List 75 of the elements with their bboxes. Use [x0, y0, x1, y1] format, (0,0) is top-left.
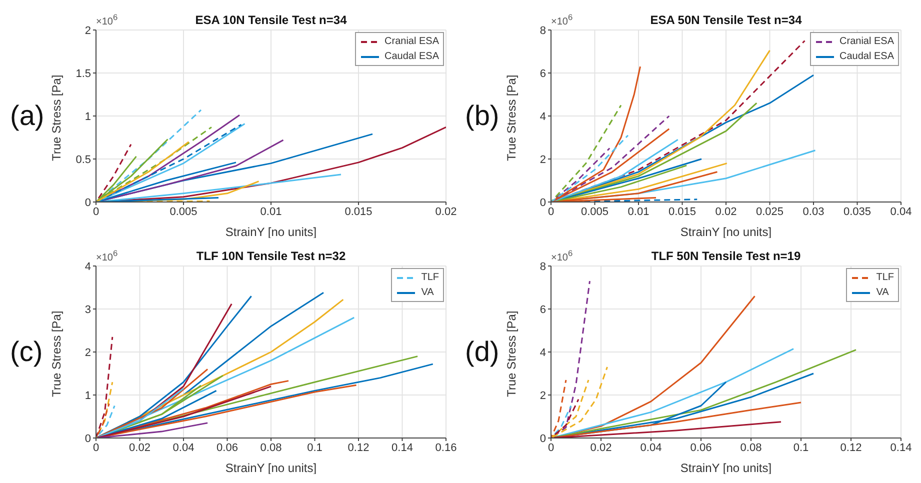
x-tick-label: 0.02 [435, 206, 457, 218]
legend-label: Caudal ESA [384, 50, 439, 64]
y-tick-label: 2 [84, 346, 91, 359]
y-tick-label: 8 [540, 260, 546, 273]
y-tick-label: 1 [84, 390, 91, 402]
chart-title: TLF 10N Tensile Test n=32 [196, 249, 346, 263]
x-tick-label: 0.04 [890, 206, 912, 218]
y-tick-label: 0 [540, 432, 546, 445]
y-tick-label: 4 [540, 110, 546, 123]
text: ×10$^{6}$ [96, 248, 118, 264]
legend-label: VA [421, 286, 434, 300]
y-axis-title: True Stress [Pa] [504, 74, 518, 161]
x-tick-label: 0.04 [640, 442, 662, 454]
y-tick-label: 1 [84, 110, 91, 123]
y-tick-label: 0.5 [76, 154, 91, 166]
x-tick-label: 0.16 [435, 442, 457, 454]
y-tick-label: 0 [84, 196, 91, 209]
y-axis-title: True Stress [Pa] [49, 74, 64, 161]
x-tick-label: 0.035 [843, 206, 872, 218]
y-tick-label: 2 [540, 154, 546, 166]
x-tick-label: 0.015 [344, 206, 372, 218]
x-tick-label: 0.06 [216, 442, 238, 454]
x-tick-label: 0.08 [740, 442, 762, 454]
x-tick-label: 0.005 [170, 206, 198, 218]
y-tick-label: 6 [540, 304, 546, 316]
x-tick-label: 0.01 [260, 206, 282, 218]
y-tick-label: 0 [84, 432, 91, 445]
legend-label: TLF [876, 271, 894, 285]
text: (a) [10, 100, 44, 132]
y-tick-label: 2 [84, 24, 91, 37]
text: (b) [465, 100, 500, 132]
x-tick-label: 0.04 [172, 442, 194, 454]
y-axis-title: True Stress [Pa] [49, 310, 64, 397]
legend-label: VA [876, 286, 889, 300]
x-tick-label: 0.08 [260, 442, 282, 454]
x-tick-label: 0.01 [628, 206, 650, 218]
text: ×10$^{6}$ [551, 248, 573, 264]
x-tick-label: 0.1 [793, 442, 809, 454]
text: ×10$^{6}$ [551, 12, 573, 28]
y-tick-label: 4 [540, 346, 546, 359]
x-tick-label: 0 [92, 206, 100, 218]
x-tick-label: 0.025 [756, 206, 784, 218]
x-tick-label: 0.015 [668, 206, 696, 218]
legend-label: Cranial ESA [840, 35, 894, 49]
text: (d) [465, 336, 500, 368]
chart-title: ESA 50N Tensile Test n=34 [650, 13, 802, 27]
x-tick-label: 0 [548, 206, 554, 218]
x-tick-label: 0.1 [307, 442, 322, 454]
x-tick-label: 0.02 [129, 442, 150, 454]
y-tick-label: 8 [540, 24, 546, 37]
y-tick-label: 1.5 [76, 68, 91, 80]
y-tick-label: 3 [84, 304, 91, 316]
x-tick-label: 0 [92, 442, 100, 454]
chart-title: ESA 10N Tensile Test n=34 [195, 13, 347, 27]
y-tick-label: 6 [540, 68, 546, 80]
text: ×10$^{6}$ [96, 12, 118, 28]
x-tick-label: 0.14 [890, 442, 912, 454]
legend-label: Caudal ESA [840, 50, 894, 64]
x-tick-label: 0.005 [580, 206, 609, 218]
x-tick-label: 0.02 [590, 442, 612, 454]
y-tick-label: 2 [540, 390, 546, 402]
x-tick-label: 0 [548, 442, 554, 454]
x-tick-label: 0.03 [802, 206, 824, 218]
y-axis-title: True Stress [Pa] [504, 310, 518, 397]
y-tick-label: 4 [84, 260, 91, 273]
legend-label: Cranial ESA [384, 35, 439, 49]
legend-label: TLF [421, 271, 439, 285]
x-tick-label: 0.06 [690, 442, 712, 454]
x-tick-label: 0.02 [715, 206, 737, 218]
x-tick-label: 0.14 [392, 442, 413, 454]
x-tick-label: 0.12 [840, 442, 862, 454]
text: (c) [10, 336, 43, 368]
x-tick-label: 0.12 [348, 442, 370, 454]
chart-title: TLF 50N Tensile Test n=19 [651, 249, 801, 263]
y-tick-label: 0 [540, 196, 546, 209]
